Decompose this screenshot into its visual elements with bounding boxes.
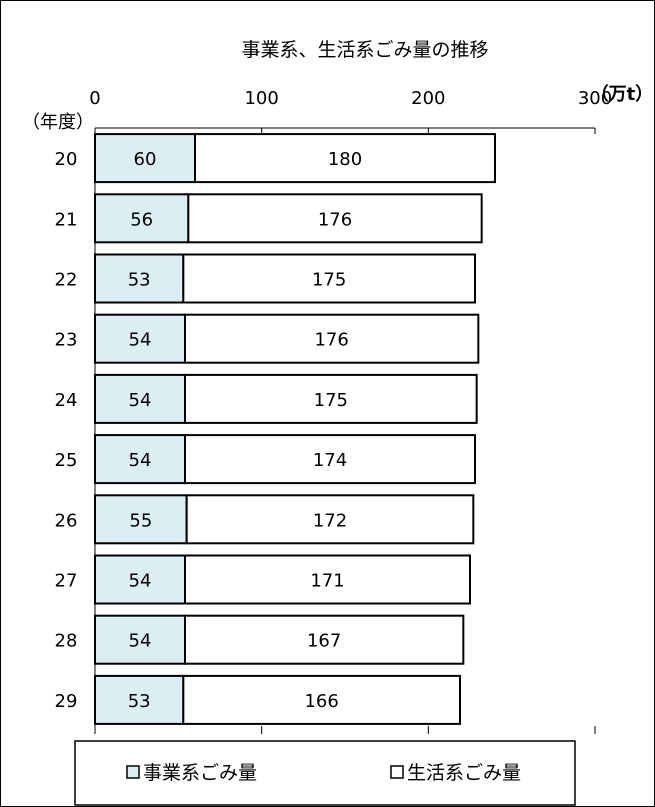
data-label-household: 175 xyxy=(312,270,346,291)
y-tick-label: 29 xyxy=(55,691,78,712)
data-label-business: 55 xyxy=(129,510,152,531)
bar-household xyxy=(184,373,478,424)
category-label: （年度） xyxy=(22,112,94,133)
bar-household xyxy=(184,554,471,605)
data-label-household: 175 xyxy=(314,390,348,411)
y-tick-label: 21 xyxy=(55,209,78,230)
data-label-business: 53 xyxy=(128,691,151,712)
data-label-business: 56 xyxy=(130,209,153,230)
data-label-household: 171 xyxy=(310,571,344,592)
data-label-business: 54 xyxy=(129,631,152,652)
legend-label-business: 事業系ごみ量 xyxy=(143,762,257,784)
x-tick-label: 100 xyxy=(244,88,278,109)
bar-household xyxy=(182,674,461,725)
legend-swatch-household xyxy=(390,765,404,779)
x-tick-label: 300 xyxy=(578,88,612,109)
bar-household xyxy=(184,313,480,364)
legend-box xyxy=(74,740,576,806)
data-label-household: 176 xyxy=(314,330,348,351)
data-label-business: 54 xyxy=(129,390,152,411)
y-tick-label: 23 xyxy=(55,330,78,351)
chart-title: 事業系、生活系ごみ量の推移 xyxy=(241,39,488,61)
x-tick-label: 0 xyxy=(89,88,100,109)
legend-label-household: 生活系ごみ量 xyxy=(407,762,521,784)
category-labels: 20 21 22 23 24 25 26 27 28 29 xyxy=(55,149,78,712)
y-tick-label: 28 xyxy=(55,631,78,652)
bar-business xyxy=(94,554,186,605)
unit-label: （万t） xyxy=(591,84,654,105)
bar-household xyxy=(182,253,476,304)
data-label-household: 166 xyxy=(304,691,338,712)
bar-business xyxy=(94,614,186,665)
y-tick-label: 20 xyxy=(55,149,78,170)
bar-household xyxy=(194,133,496,184)
data-label-business: 60 xyxy=(134,149,157,170)
data-label-household: 180 xyxy=(328,149,362,170)
y-tick-label: 24 xyxy=(55,390,78,411)
bars-group: 60 180 56 176 53 175 54 176 54 175 54 174 55 172 54 171… xyxy=(94,133,496,725)
bar-business xyxy=(94,313,186,364)
y-tick-label: 26 xyxy=(55,510,78,531)
data-label-business: 54 xyxy=(129,450,152,471)
y-tick-label: 22 xyxy=(55,270,78,291)
bar-household xyxy=(184,434,476,485)
bar-household xyxy=(184,614,465,665)
y-tick-label: 27 xyxy=(55,571,78,592)
data-label-household: 176 xyxy=(318,209,352,230)
value-axis: 0 100 200 300 xyxy=(89,88,612,734)
data-label-business: 53 xyxy=(128,270,151,291)
bar-business xyxy=(94,373,186,424)
data-label-business: 54 xyxy=(129,330,152,351)
data-label-household: 172 xyxy=(313,510,347,531)
data-label-household: 174 xyxy=(313,450,347,471)
bar-household xyxy=(185,494,475,545)
legend-swatch-business xyxy=(126,765,140,779)
data-label-household: 167 xyxy=(307,631,341,652)
x-tick-label: 200 xyxy=(411,88,445,109)
data-label-business: 54 xyxy=(129,571,152,592)
y-tick-label: 25 xyxy=(55,450,78,471)
bar-household xyxy=(187,193,483,244)
legend: 事業系ごみ量 生活系ごみ量 xyxy=(74,740,576,806)
